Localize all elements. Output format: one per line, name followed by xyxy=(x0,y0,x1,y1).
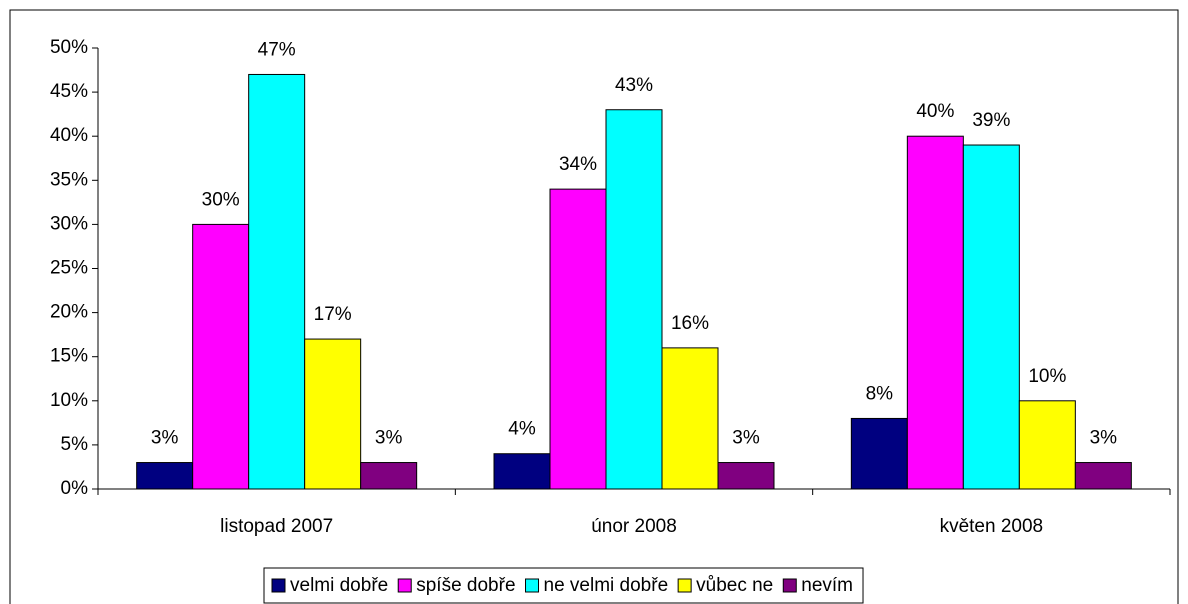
value-label: 47% xyxy=(258,39,296,60)
value-label: 16% xyxy=(671,313,709,334)
y-tick-label: 45% xyxy=(50,81,88,102)
bar xyxy=(549,188,607,490)
value-label: 40% xyxy=(916,101,954,122)
y-tick-label: 15% xyxy=(50,346,88,367)
x-tick-label: únor 2008 xyxy=(591,516,677,537)
bar xyxy=(850,417,908,490)
value-label: 30% xyxy=(202,189,240,210)
value-label: 17% xyxy=(314,304,352,325)
legend-swatch xyxy=(677,578,692,593)
bar xyxy=(661,347,719,490)
value-label: 4% xyxy=(508,419,536,440)
value-label: 3% xyxy=(151,428,179,449)
legend-label: spíše dobře xyxy=(416,575,515,596)
bar xyxy=(304,338,362,490)
y-tick-label: 10% xyxy=(50,390,88,411)
value-label: 39% xyxy=(972,110,1010,131)
bar xyxy=(906,135,964,490)
y-tick-label: 25% xyxy=(50,258,88,279)
legend-swatch xyxy=(271,578,286,593)
y-tick-label: 40% xyxy=(50,125,88,146)
bar xyxy=(136,462,194,490)
value-label: 3% xyxy=(375,428,403,449)
y-tick-label: 5% xyxy=(61,434,89,455)
bar xyxy=(248,73,306,490)
bar xyxy=(605,109,663,490)
bar xyxy=(360,462,418,490)
x-tick-label: listopad 2007 xyxy=(220,516,333,537)
y-tick-label: 0% xyxy=(61,478,89,499)
bar xyxy=(717,462,775,490)
y-tick-label: 35% xyxy=(50,169,88,190)
legend-swatch xyxy=(525,578,540,593)
value-label: 43% xyxy=(615,75,653,96)
y-tick-label: 20% xyxy=(50,302,88,323)
legend-label: vůbec ne xyxy=(696,575,773,596)
value-label: 34% xyxy=(559,154,597,175)
bar xyxy=(192,223,250,490)
legend-label: ne velmi dobře xyxy=(544,575,669,596)
legend-swatch xyxy=(782,578,797,593)
y-tick-label: 50% xyxy=(50,37,88,58)
value-label: 8% xyxy=(866,383,894,404)
x-tick-label: květen 2008 xyxy=(940,516,1044,537)
bar xyxy=(1018,400,1076,490)
legend-label: nevím xyxy=(801,575,853,596)
legend-label: velmi dobře xyxy=(290,575,388,596)
value-label: 10% xyxy=(1028,366,1066,387)
bar xyxy=(962,144,1020,490)
bar xyxy=(493,453,551,490)
chart-border xyxy=(9,9,1179,604)
y-tick-label: 30% xyxy=(50,213,88,234)
legend-swatch xyxy=(397,578,412,593)
legend-box xyxy=(263,567,864,604)
value-label: 3% xyxy=(1090,428,1118,449)
bar xyxy=(1074,462,1132,490)
value-label: 3% xyxy=(732,428,760,449)
